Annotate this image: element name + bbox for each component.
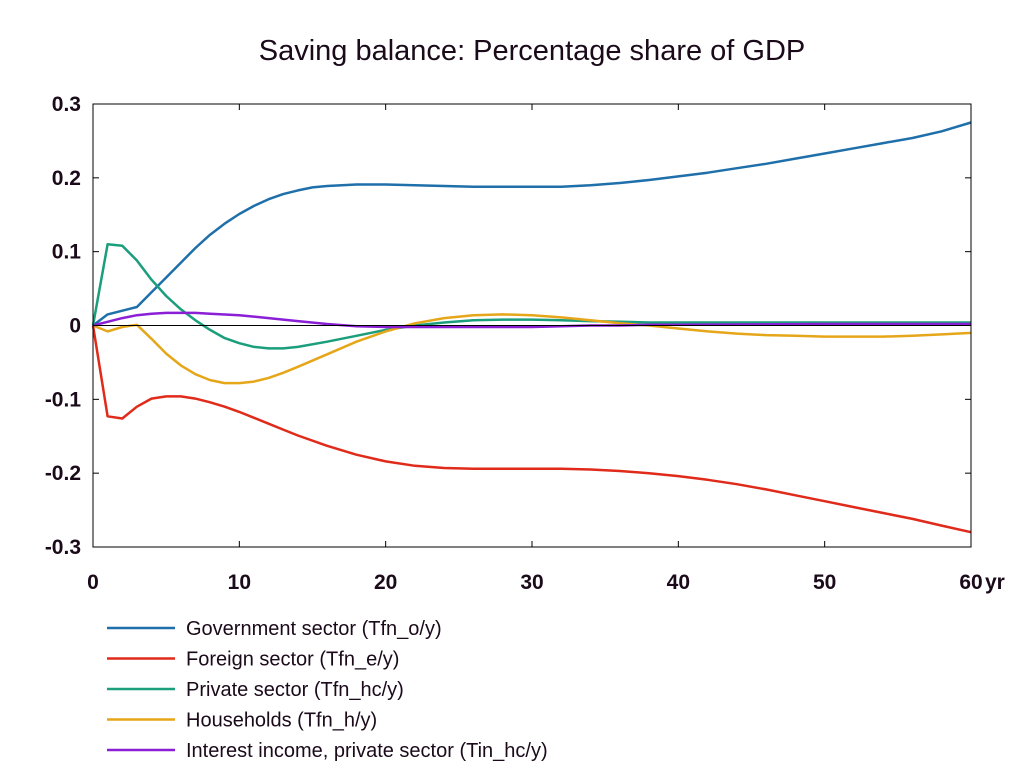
y-tick-label: 0.1: [52, 241, 82, 264]
x-tick-label: 50: [813, 571, 836, 594]
legend-item: Foreign sector (Tfn_e/y): [107, 649, 399, 671]
legend-item: Interest income, private sector (Tin_hc/…: [107, 740, 548, 762]
legend-label: Foreign sector (Tfn_e/y): [186, 649, 399, 671]
y-tick-label: 0.3: [52, 93, 81, 116]
legend-item: Households (Tfn_h/y): [107, 710, 377, 732]
legend-item: Government sector (Tfn_o/y): [107, 618, 442, 640]
tick-marks: [92, 103, 972, 548]
x-tick-label: 60: [959, 571, 982, 594]
x-tick-label: 0: [87, 571, 99, 594]
legend-item: Private sector (Tfn_hc/y): [107, 679, 404, 701]
y-tick-label: -0.3: [45, 536, 81, 559]
y-tick-labels: 0.3 0.2 0.1 0 -0.1 -0.2 -0.3: [45, 93, 82, 559]
y-tick-label: 0: [69, 315, 81, 338]
legend-label: Government sector (Tfn_o/y): [186, 618, 442, 640]
y-tick-label: 0.2: [52, 167, 81, 190]
series-line-3: [92, 313, 972, 385]
x-tick-label: 10: [228, 571, 251, 594]
series-line-0: [92, 121, 972, 327]
x-tick-label: 20: [374, 571, 397, 594]
legend: Government sector (Tfn_o/y) Foreign secto…: [107, 618, 548, 762]
legend-label: Interest income, private sector (Tin_hc/…: [186, 740, 548, 762]
chart-title: Saving balance: Percentage share of GDP: [259, 35, 806, 67]
series-line-1: [91, 325, 972, 534]
series-line-2: [91, 243, 971, 350]
x-axis-unit: yr: [985, 571, 1005, 594]
x-tick-label: 30: [520, 571, 543, 594]
y-tick-label: -0.2: [45, 462, 81, 485]
x-tick-label: 40: [667, 571, 690, 594]
x-tick-labels: 0 10 20 30 40 50 60 yr: [87, 571, 1005, 594]
legend-label: Private sector (Tfn_hc/y): [186, 679, 404, 701]
legend-label: Households (Tfn_h/y): [186, 710, 377, 732]
y-tick-label: -0.1: [45, 388, 82, 411]
plot-area: 0 10 20 30 40 50 60 yr 0.3 0.2 0.1 0 -0.1 -0.2 -0.3: [45, 93, 1005, 594]
series-layer: [91, 121, 972, 534]
